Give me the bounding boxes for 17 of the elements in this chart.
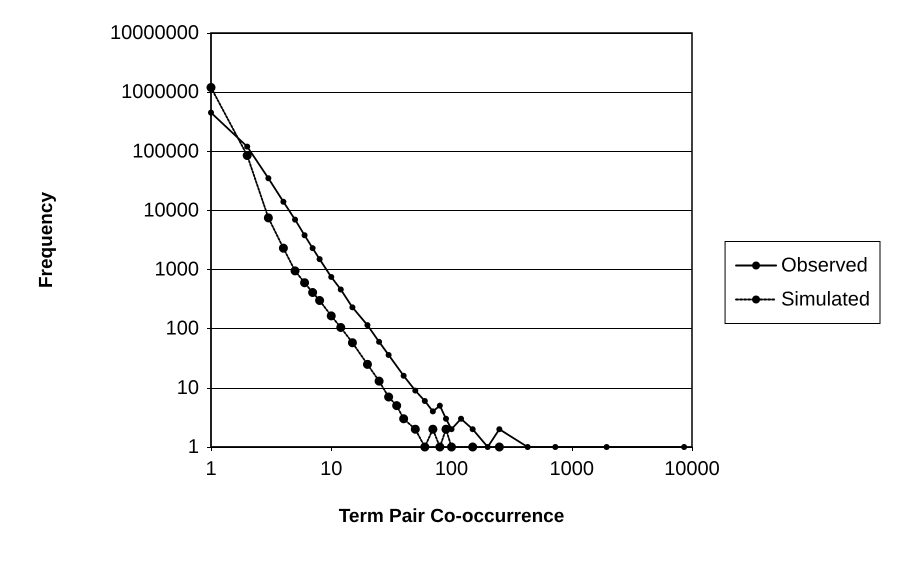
- legend-label: Simulated: [781, 288, 870, 310]
- x-axis-title: Term Pair Co-occurrence: [338, 506, 564, 527]
- y-tick-label: 100: [166, 318, 199, 340]
- y-tick-label: 10000000: [110, 22, 199, 44]
- y-tick-label: 1: [188, 436, 199, 458]
- x-tick-label: 1000: [550, 458, 594, 480]
- y-tick-label: 1000000: [121, 81, 199, 104]
- x-tick-label: 100: [434, 458, 468, 480]
- y-tick-label: 100000: [132, 140, 199, 162]
- x-tick-label: 1: [205, 458, 217, 480]
- x-tick-label: 10: [320, 458, 342, 480]
- y-tick-label: 10: [176, 376, 199, 399]
- legend-label: Observed: [781, 254, 868, 276]
- y-tick-label: 10000: [143, 199, 199, 222]
- x-tick-label: 10000: [664, 458, 720, 480]
- y-tick-label: 1000: [154, 258, 199, 281]
- y-axis-title: Frequency: [36, 192, 57, 288]
